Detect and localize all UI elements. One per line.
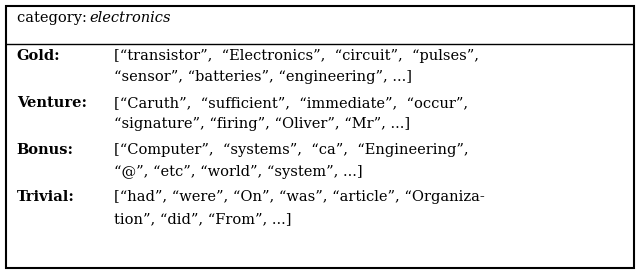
Text: [“Computer”,  “systems”,  “ca”,  “Engineering”,: [“Computer”, “systems”, “ca”, “Engineeri… [114, 143, 468, 157]
Text: [“transistor”,  “Electronics”,  “circuit”,  “pulses”,: [“transistor”, “Electronics”, “circuit”,… [114, 48, 479, 63]
Text: category:: category: [17, 11, 91, 25]
Text: Gold:: Gold: [17, 48, 60, 63]
Text: Bonus:: Bonus: [17, 143, 74, 157]
Text: tion”, “did”, “From”, ...]: tion”, “did”, “From”, ...] [114, 212, 291, 226]
Text: “sensor”, “batteries”, “engineering”, ...]: “sensor”, “batteries”, “engineering”, ..… [114, 70, 412, 84]
Text: “signature”, “firing”, “Oliver”, “Mr”, ...]: “signature”, “firing”, “Oliver”, “Mr”, .… [114, 117, 410, 131]
Text: Venture:: Venture: [17, 96, 86, 110]
Text: “@”, “etc”, “world”, “system”, ...]: “@”, “etc”, “world”, “system”, ...] [114, 165, 362, 179]
Text: electronics: electronics [89, 11, 170, 25]
Text: [“had”, “were”, “On”, “was”, “article”, “Organiza-: [“had”, “were”, “On”, “was”, “article”, … [114, 190, 484, 204]
Text: Trivial:: Trivial: [17, 190, 74, 204]
Text: [“Caruth”,  “sufficient”,  “immediate”,  “occur”,: [“Caruth”, “sufficient”, “immediate”, “o… [114, 96, 468, 110]
